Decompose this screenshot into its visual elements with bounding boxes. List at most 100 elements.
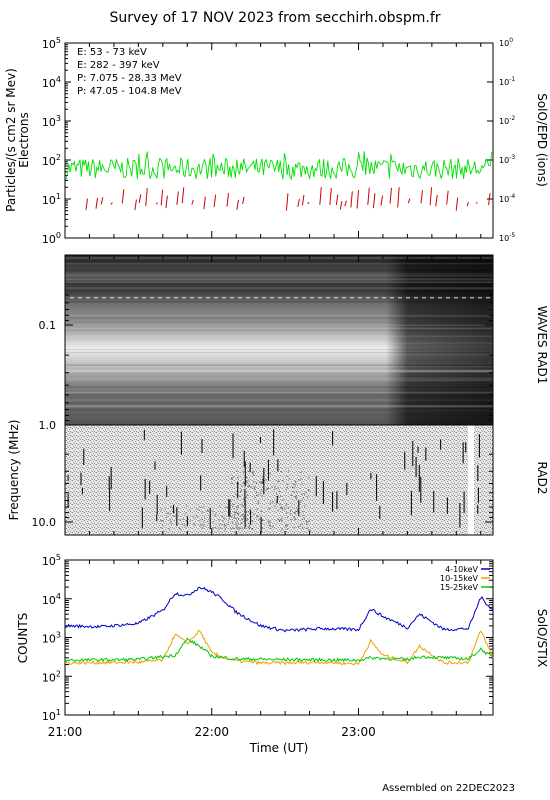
epd-right-tick-label: 10-4 — [499, 193, 515, 204]
rad2-speckle — [237, 527, 239, 530]
rad2-speckle — [308, 490, 310, 492]
rad2-speckle — [282, 480, 284, 482]
rad2-speckle — [213, 521, 215, 523]
rad2-speckle — [189, 520, 191, 522]
rad2-speckle — [286, 486, 289, 488]
rad2-speckle — [241, 504, 243, 506]
epd-series-segment — [397, 187, 400, 208]
rad2-speckle — [225, 525, 227, 527]
rad2-speckle — [246, 494, 248, 496]
rad2-speckle — [237, 506, 239, 508]
epd-right-tick-label: 10-2 — [499, 115, 515, 126]
rad2-speckle — [247, 485, 249, 488]
rad2-speckle — [242, 505, 244, 507]
rad2-speckle — [307, 528, 310, 531]
rad1-dash — [78, 297, 82, 299]
rad1-stripe — [65, 352, 493, 354]
stix-tick-label: 104 — [42, 592, 61, 607]
rad1-stripe — [65, 369, 493, 373]
epd-series-segment — [339, 201, 343, 210]
rad1-dash — [110, 297, 114, 299]
stix-legend-entry: 10-15keV — [440, 574, 479, 583]
epd-series-segment — [466, 201, 469, 207]
rad2-speckle — [179, 519, 181, 521]
rad1-dash — [158, 297, 162, 299]
rad1-stripe — [65, 396, 493, 399]
rad2-speckle — [232, 505, 234, 507]
rad2-speckle — [186, 505, 188, 507]
rad1-stripe — [65, 327, 493, 330]
rad2-speckle — [221, 523, 223, 526]
rad2-speckle — [265, 488, 267, 491]
rad2-speckle — [258, 518, 260, 520]
rad1-stripe — [65, 363, 493, 365]
epd-left-tick-label: 101 — [42, 192, 61, 207]
rad1-stripe — [65, 325, 493, 326]
rad2-speckle — [168, 528, 170, 530]
rad1-stripe — [65, 257, 493, 259]
rad2-speckle — [302, 527, 304, 529]
rad2-speckle — [280, 519, 282, 521]
rad2-speckle — [286, 503, 288, 505]
rad1-dash — [102, 297, 106, 299]
rad2-speckle — [236, 506, 238, 508]
time-axis-label: Time (UT) — [249, 741, 309, 755]
rad2-speckle — [277, 480, 280, 482]
rad1-dash — [462, 297, 466, 299]
rad2-speckle — [277, 487, 279, 489]
rad2-speckle — [257, 515, 259, 517]
rad1-stripe — [65, 390, 493, 392]
epd-right-tick-label: 100 — [499, 37, 513, 48]
rad1-stripe — [65, 353, 493, 356]
rad2-speckle — [274, 505, 276, 507]
waves-ylabel: Frequency (MHz) — [7, 420, 21, 521]
rad2-speckle — [297, 526, 300, 528]
rad1-stripe — [65, 269, 493, 271]
rad2-speckle — [256, 516, 258, 518]
rad1-stripe — [65, 257, 493, 259]
rad2-speckle — [262, 519, 264, 521]
rad2-speckle — [285, 505, 287, 507]
rad2-speckle — [189, 509, 191, 511]
rad1-stripe — [65, 317, 493, 319]
rad2-speckle — [223, 525, 226, 527]
rad2-speckle — [244, 489, 246, 491]
epd-left-tick-label: 102 — [42, 153, 61, 168]
rad2-speckle — [187, 522, 189, 524]
rad2-speckle — [254, 488, 256, 491]
epd-series-segment — [407, 198, 411, 204]
rad2-speckle — [256, 509, 258, 511]
rad2-speckle — [248, 484, 250, 487]
epd-right-tick-label: 10-5 — [499, 232, 515, 243]
rad1-stripe — [65, 409, 493, 412]
rad2-speckle — [233, 511, 235, 513]
rad2-speckle — [293, 486, 295, 488]
rad2-speckle — [236, 520, 238, 522]
rad2-speckle — [244, 483, 246, 485]
rad2-speckle — [238, 517, 240, 520]
rad2-speckle — [224, 527, 226, 530]
rad2-speckle — [240, 489, 242, 491]
rad2-spectrogram — [65, 425, 493, 535]
rad2-speckle — [306, 527, 309, 529]
epd-series-segment — [435, 194, 438, 207]
rad2-speckle — [304, 493, 306, 495]
rad2-speckle — [292, 486, 294, 488]
rad2-speckle — [182, 518, 185, 520]
rad2-speckle — [254, 496, 256, 498]
epd-ylabel: Particles/(s cm2 sr Mev) — [4, 68, 18, 212]
rad1-dash — [454, 297, 458, 299]
rad2-speckle — [232, 503, 234, 506]
rad1-dash — [294, 297, 298, 299]
rad2-speckle — [274, 488, 276, 490]
rad2-speckle — [260, 489, 262, 491]
rad1-dash — [190, 297, 194, 299]
rad1-dash — [206, 297, 210, 299]
rad2-speckle — [223, 517, 225, 519]
time-tick-label: 23:00 — [341, 725, 376, 739]
rad2-speckle — [260, 510, 263, 512]
rad2-speckle — [169, 513, 172, 515]
rad2-speckle — [308, 520, 310, 522]
